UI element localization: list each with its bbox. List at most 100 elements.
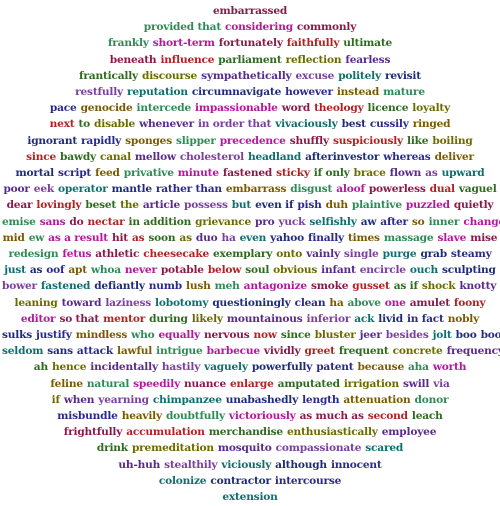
cloud-word: defiantly [94, 280, 145, 293]
cloud-word: steamy [450, 248, 492, 260]
cloud-word: fortunately [218, 37, 283, 50]
cloud-word: so [411, 215, 425, 228]
cloud-word: excuse [295, 69, 335, 82]
cloud-word: clean [294, 296, 326, 309]
cloud-word: toward [61, 296, 102, 309]
cloud-word: reputation [126, 86, 188, 98]
cloud-word: nectar [87, 215, 125, 228]
cloud-word: genocide [80, 102, 133, 115]
cloud-word: grievance [195, 215, 251, 228]
cloud-word: as [131, 231, 145, 244]
cloud-word: nuance [184, 377, 226, 390]
cloud-word: aw [360, 215, 377, 228]
cloud-word: hit [111, 231, 128, 244]
cloud-word: discourse [142, 69, 198, 82]
cloud-line: bower fastened defiantly numb lush meh antagon… [0, 277, 500, 295]
cloud-word: restfully [75, 86, 123, 98]
cloud-word: do [69, 215, 84, 228]
cloud-word: flown [389, 167, 422, 179]
cloud-word: reflection [285, 53, 342, 66]
cloud-word: loyalty [412, 102, 451, 115]
cloud-word: encircle [359, 264, 406, 277]
cloud-word: apt [68, 264, 87, 277]
cloud-word: ringed [412, 118, 451, 131]
cloud-word: length [302, 393, 340, 406]
cloud-word: frightfully [63, 426, 123, 439]
cloud-word: knotty [459, 280, 497, 293]
cloud-word: intrigue [156, 345, 203, 358]
cloud-word: feed [95, 167, 120, 179]
cloud-word: ew [28, 231, 45, 244]
cloud-line: leaning toward laziness lobotomy questioning… [0, 294, 500, 312]
cloud-word: oof [46, 264, 65, 277]
cloud-word: exemplary [213, 248, 273, 260]
cloud-word: attack [76, 345, 114, 358]
cloud-word: selfishly [309, 215, 357, 228]
cloud-word: feline [50, 377, 83, 390]
cloud-word: times [347, 231, 380, 244]
cloud-word: like [407, 134, 429, 147]
cloud-word: mature [383, 86, 425, 98]
cloud-word: cussily [369, 118, 409, 131]
cloud-line: redesign fetus athletic cheesecake exemplary… [0, 245, 500, 263]
cloud-word: yearning [98, 393, 149, 406]
cloud-word: rather than [155, 183, 222, 196]
cloud-word: emise [2, 215, 36, 228]
cloud-word: duh [325, 199, 348, 212]
cloud-word: barbecue [206, 345, 260, 358]
cloud-line: emise sans do nectar in addition grievance pro… [0, 213, 500, 231]
cloud-word: finally [308, 231, 344, 244]
cloud-word: licence [367, 102, 409, 115]
cloud-word: amulet [409, 296, 450, 309]
cloud-word: sulks [2, 329, 32, 341]
cloud-word: in order that [197, 118, 272, 131]
cloud-word: frequent [338, 345, 389, 358]
cloud-word: intercede [136, 102, 192, 115]
cloud-word: sticky [276, 167, 310, 179]
cloud-word: fetus [62, 248, 92, 260]
cloud-word: seldom [2, 345, 44, 358]
cloud-word: ultimate [343, 37, 393, 50]
cloud-word: fastened [222, 167, 273, 179]
cloud-line: mid ew as a result hit as soon as duo ha even yaho… [0, 229, 500, 247]
cloud-word: brace [353, 167, 386, 179]
cloud-word: pish [297, 199, 322, 212]
cloud-word: during [149, 312, 188, 325]
cloud-word: beneath [109, 53, 157, 66]
cloud-line: provided that considering commonly [0, 18, 500, 36]
cloud-word: inner [428, 215, 460, 228]
cloud-word: headland [247, 150, 302, 163]
cloud-word: commonly [296, 21, 357, 34]
cloud-word: gusset [352, 280, 390, 293]
cloud-word: bluster [314, 329, 356, 341]
cloud-word: after [380, 215, 408, 228]
cloud-line: ah hence incidentally hastily vaguely powerfu… [0, 358, 500, 376]
cloud-word: concrete [392, 345, 443, 358]
cloud-line: ignorant rapidly sponges slipper precedence s… [0, 132, 500, 150]
cloud-word: when [63, 393, 95, 406]
cloud-word: cholesterol [179, 150, 244, 163]
cloud-line: beneath influence parliament reflection fear… [0, 51, 500, 69]
cloud-word: article [142, 199, 181, 212]
cloud-word: infant [321, 264, 356, 277]
cloud-word: intercourse [274, 474, 342, 487]
cloud-word: grab [420, 248, 447, 260]
cloud-line: just as oof apt whoa never potable below soul obv… [0, 261, 500, 279]
cloud-word: if [51, 393, 60, 406]
cloud-word: natural [86, 377, 130, 390]
cloud-word: editor [20, 312, 56, 325]
cloud-word: privative [123, 167, 174, 179]
cloud-word: word [281, 102, 311, 115]
cloud-word: since [26, 150, 57, 163]
cloud-word: frequency [446, 345, 500, 358]
cloud-word: vivaciously [275, 118, 338, 131]
cloud-word: slipper [175, 134, 216, 147]
cloud-word: mortal [15, 167, 55, 179]
cloud-line: dear lovingly beset the article possess but eve… [0, 196, 500, 214]
cloud-word: fastened [40, 280, 91, 293]
cloud-word: operator [58, 183, 108, 196]
cloud-word: plaintive [351, 199, 402, 212]
cloud-word: purge [382, 248, 417, 260]
cloud-word: sculpting [441, 264, 496, 277]
cloud-word: vaguel [458, 183, 497, 196]
